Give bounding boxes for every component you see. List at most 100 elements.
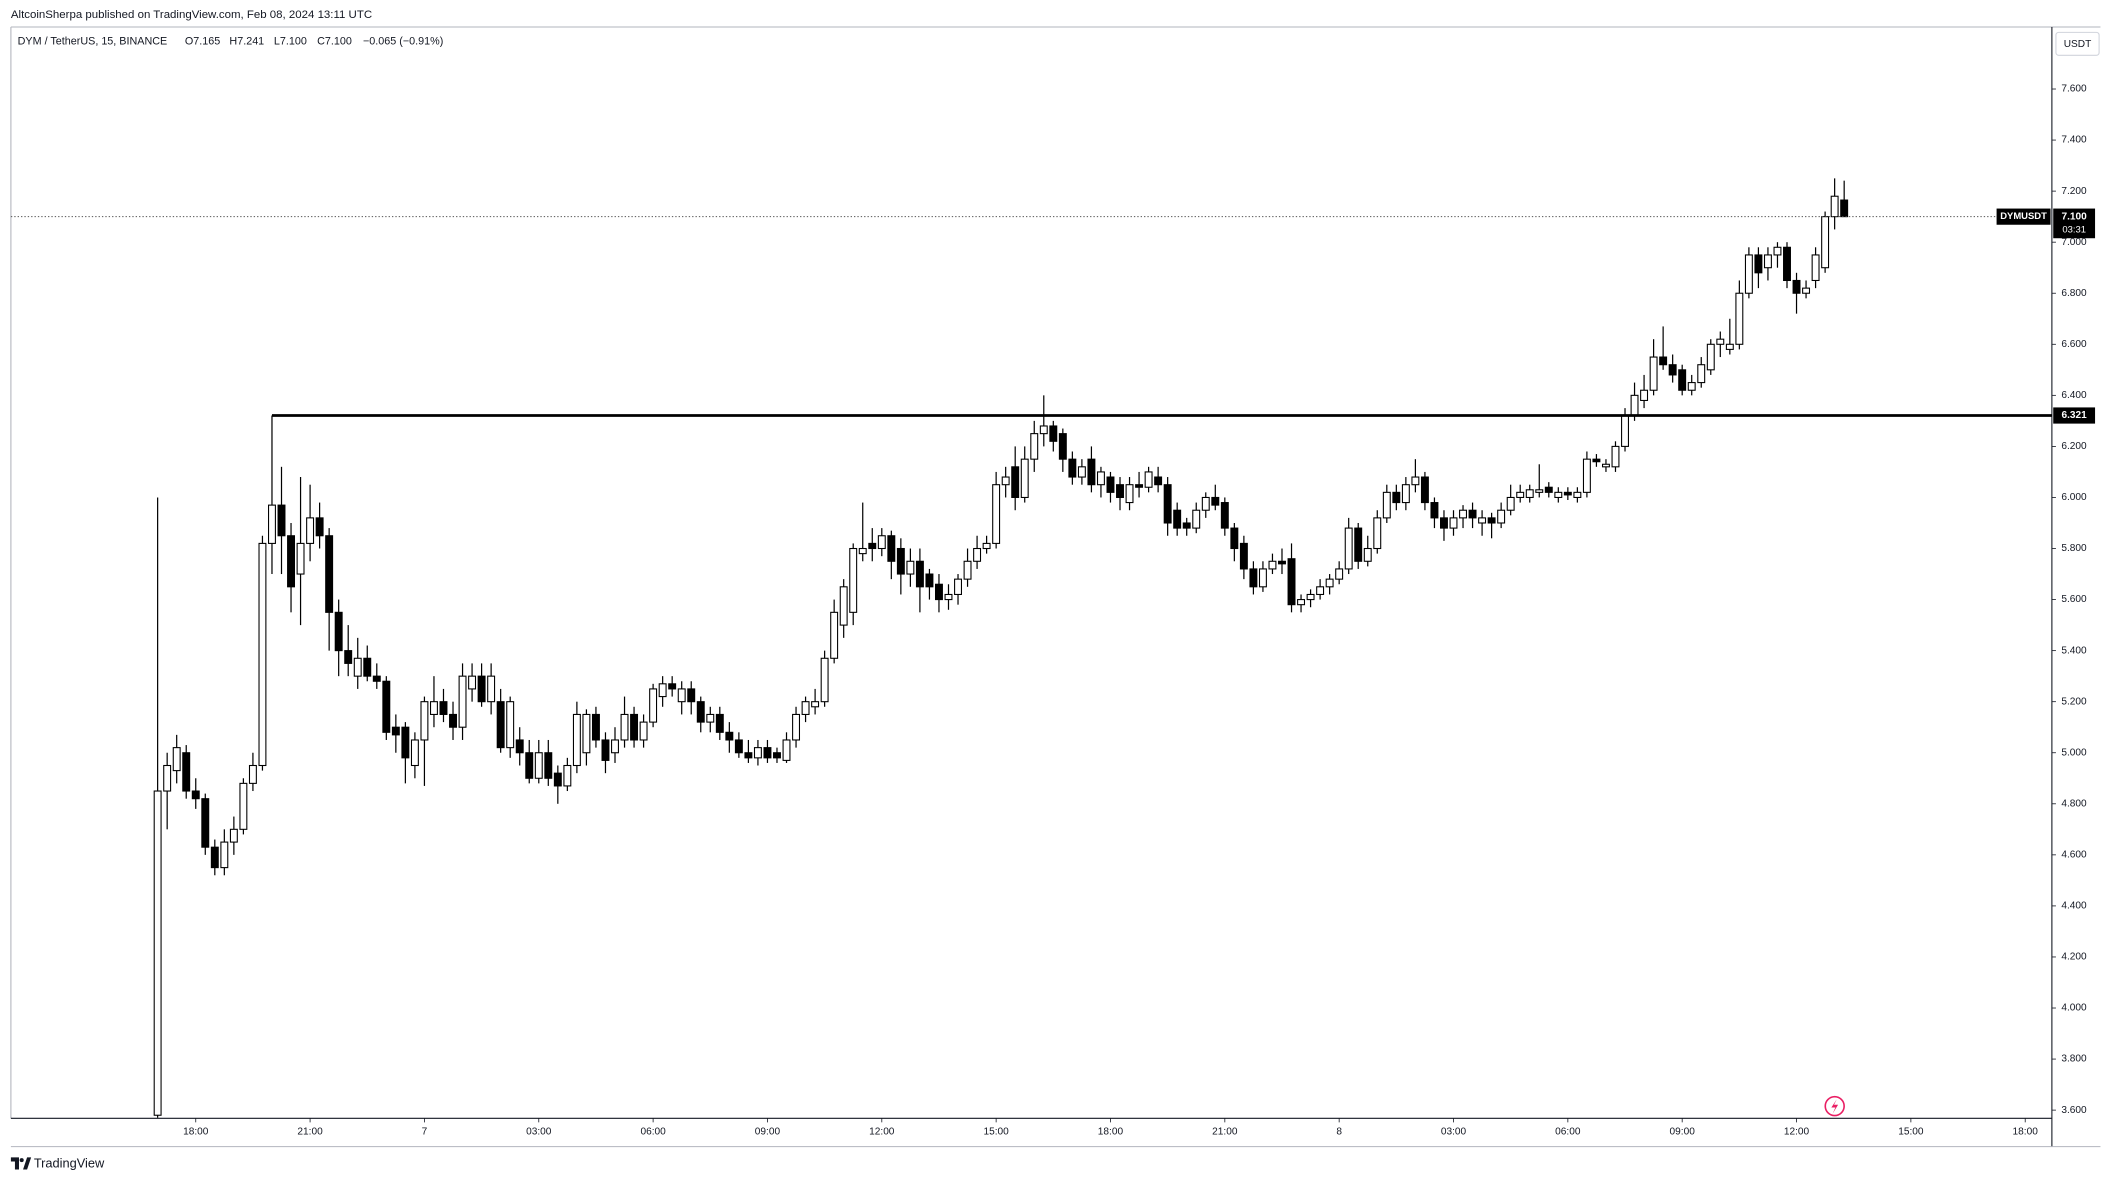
candle-body (401, 726, 410, 759)
candle-body (220, 841, 229, 869)
alert-bolt[interactable] (1831, 1099, 1839, 1114)
candle-body (353, 657, 362, 677)
candle-body (849, 547, 858, 613)
last-price-name-badge (1996, 208, 2051, 225)
candle-body (515, 739, 524, 754)
y-tick-label: 6.400 (2061, 390, 2087, 401)
candle-body (744, 752, 753, 759)
candle-body (1258, 568, 1267, 588)
x-tick-label: 15:00 (983, 1126, 1009, 1137)
candle-body (258, 542, 267, 767)
y-tick-label: 6.800 (2061, 288, 2087, 299)
x-tick-label: 21:00 (297, 1126, 323, 1137)
candle-body (1763, 254, 1772, 269)
candle-body (963, 560, 972, 580)
candle-body (315, 517, 324, 537)
candle-body (1392, 491, 1401, 504)
candle-body (877, 535, 886, 550)
candle-body (410, 739, 419, 767)
candle-body (1716, 338, 1725, 345)
candle-body (1154, 476, 1163, 486)
candle-body (1706, 343, 1715, 371)
candle-body (477, 675, 486, 703)
candle-body (153, 790, 162, 1116)
candle-body (1744, 254, 1753, 294)
candle-body (1535, 489, 1544, 493)
brand-logo[interactable]: TradingView (10, 1156, 105, 1171)
candle-body (1544, 486, 1553, 493)
candle-body (1449, 517, 1458, 529)
candle-body (1611, 445, 1620, 468)
candle-body (1525, 489, 1534, 498)
candle-body (191, 790, 200, 800)
candle-body (649, 688, 658, 723)
candle-body (363, 657, 372, 677)
x-tick-label: 06:00 (640, 1126, 666, 1137)
candle-body (1316, 586, 1325, 596)
x-tick-label: 21:00 (1212, 1126, 1238, 1137)
candle-body (287, 535, 296, 588)
y-tick-label: 4.800 (2061, 798, 2087, 809)
candle-body (1802, 287, 1811, 294)
candle-body (1754, 254, 1763, 274)
legend-change: −0.065 (−0.91%) (363, 36, 443, 48)
candle-body (277, 504, 286, 537)
candle-body (239, 782, 248, 830)
candle-body (210, 846, 219, 869)
legend-low: L7.100 (274, 36, 307, 48)
candle-body (1840, 199, 1849, 218)
logo-slash[interactable] (23, 1157, 32, 1170)
candle-body (506, 701, 515, 749)
candle-body (696, 701, 705, 723)
x-tick-label: 06:00 (1555, 1126, 1581, 1137)
candle-body (1249, 568, 1258, 588)
candle-body (839, 586, 848, 626)
candle-body (973, 547, 982, 562)
candle-body (1792, 279, 1801, 294)
candle-body (1211, 496, 1220, 506)
candle-body (715, 713, 724, 733)
candle-body (1440, 517, 1448, 529)
candle-body (677, 688, 686, 703)
logo-mark[interactable] (10, 1157, 19, 1170)
candle-body (382, 680, 391, 733)
candle-body (1125, 484, 1134, 504)
candle-body (496, 701, 505, 749)
currency[interactable]: USDT (2064, 39, 2092, 50)
candle-body (1830, 195, 1839, 218)
legend-close: C7.100 (317, 36, 352, 48)
candle-body (763, 747, 772, 759)
candle-body (1049, 425, 1058, 442)
currency-button[interactable] (2055, 31, 2100, 56)
candle-body (591, 713, 600, 741)
candle-body (1573, 491, 1582, 498)
y-tick-label: 4.600 (2061, 850, 2087, 861)
candle-body (1735, 292, 1744, 345)
candle-body (668, 683, 677, 690)
candle-body (1011, 466, 1020, 498)
candle-body (830, 611, 839, 659)
x-tick-label: 12:00 (1784, 1126, 1810, 1137)
brand[interactable]: TradingView (34, 1156, 105, 1171)
candle-body (1373, 517, 1382, 550)
candle-body (1649, 356, 1658, 391)
candle-body (458, 675, 467, 728)
candle-body (1459, 509, 1468, 519)
candle-body (639, 721, 648, 741)
candle-body (630, 713, 639, 741)
y-tick-label: 3.600 (2061, 1105, 2087, 1116)
candle-body (572, 713, 581, 767)
candle-body (1201, 496, 1210, 511)
logo-dot[interactable] (19, 1158, 24, 1163)
candle-body (601, 739, 610, 761)
x-tick-label: 18:00 (2013, 1126, 2039, 1137)
candle-body (563, 764, 572, 787)
alert-circle[interactable] (1824, 1095, 1845, 1117)
level-badge (2053, 407, 2096, 424)
candle-body (611, 739, 619, 754)
alert-icon[interactable] (1824, 1095, 1845, 1117)
candle-body (1630, 394, 1639, 417)
